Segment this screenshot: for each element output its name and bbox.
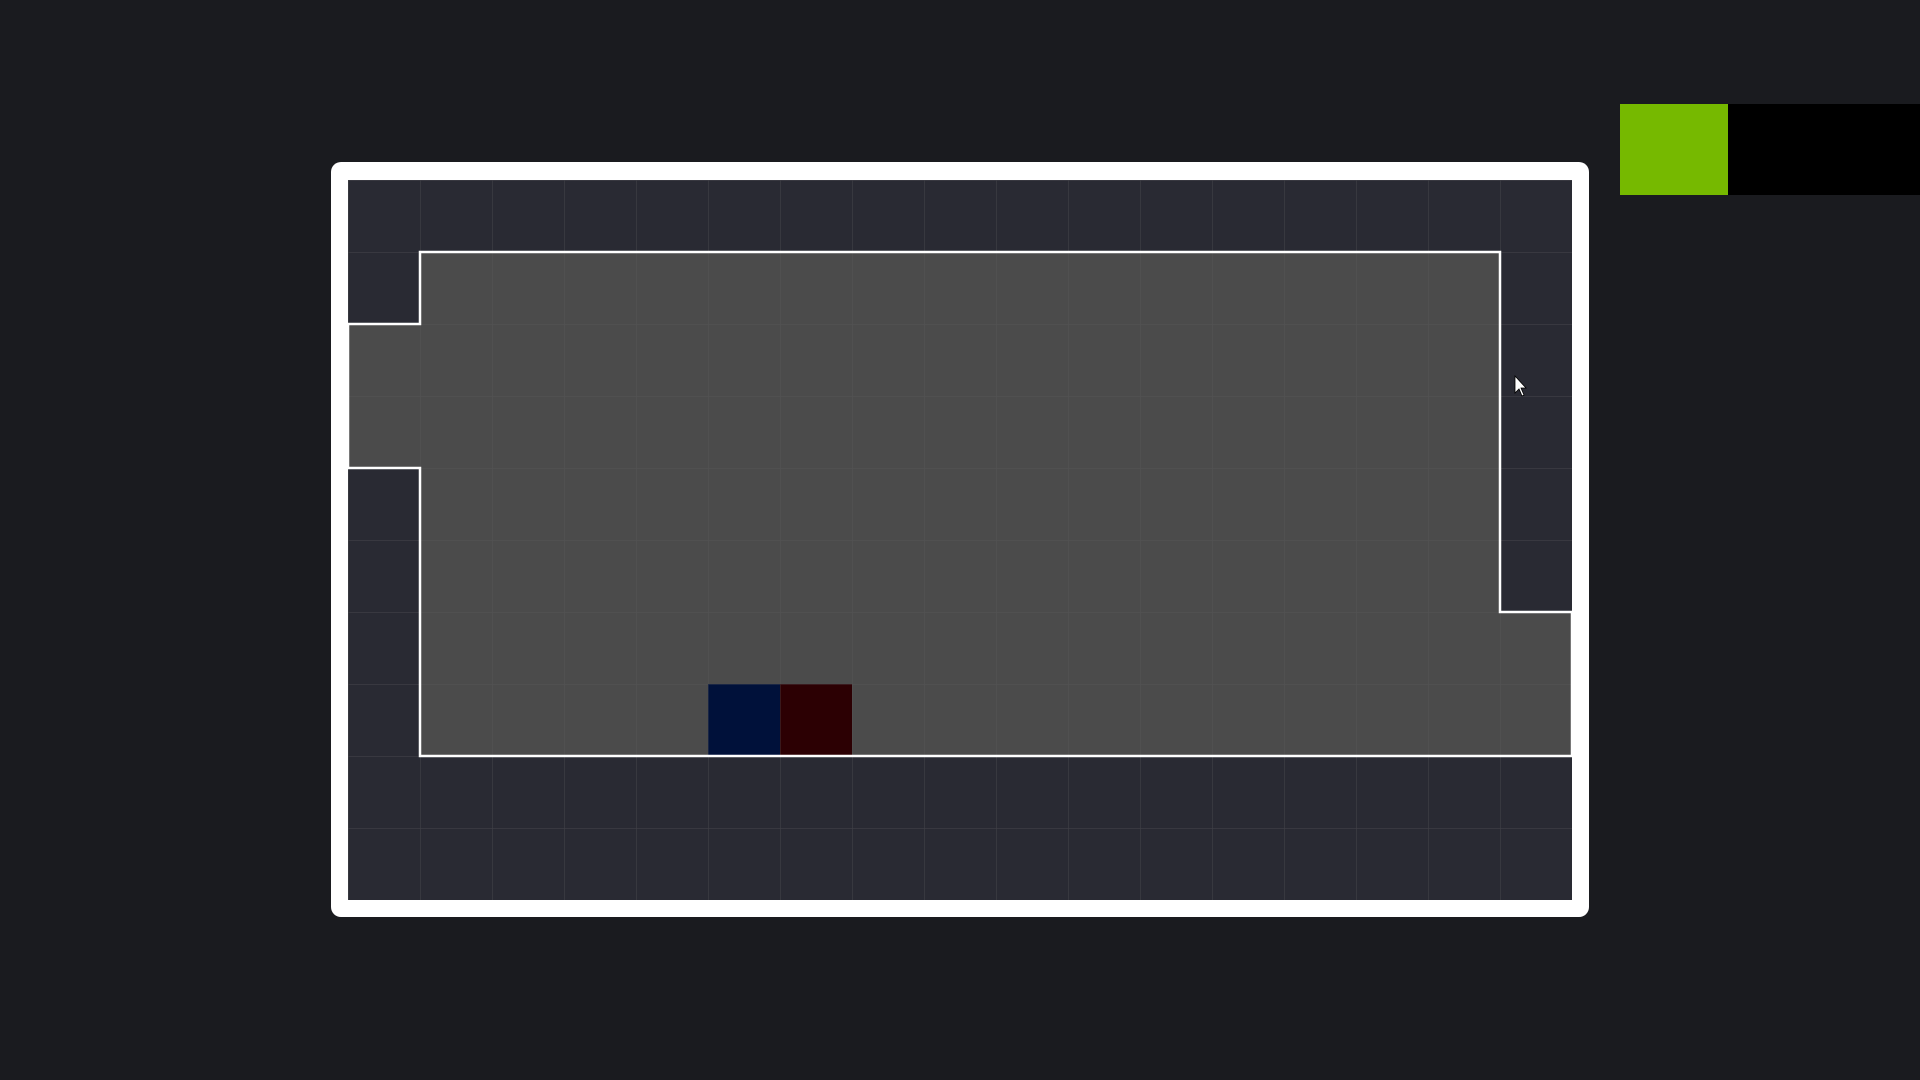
status-black <box>1728 104 1920 195</box>
status-green <box>1620 104 1728 195</box>
grid-lines <box>348 180 1572 900</box>
cursor <box>1514 374 1527 397</box>
region-outline <box>346 250 1574 758</box>
